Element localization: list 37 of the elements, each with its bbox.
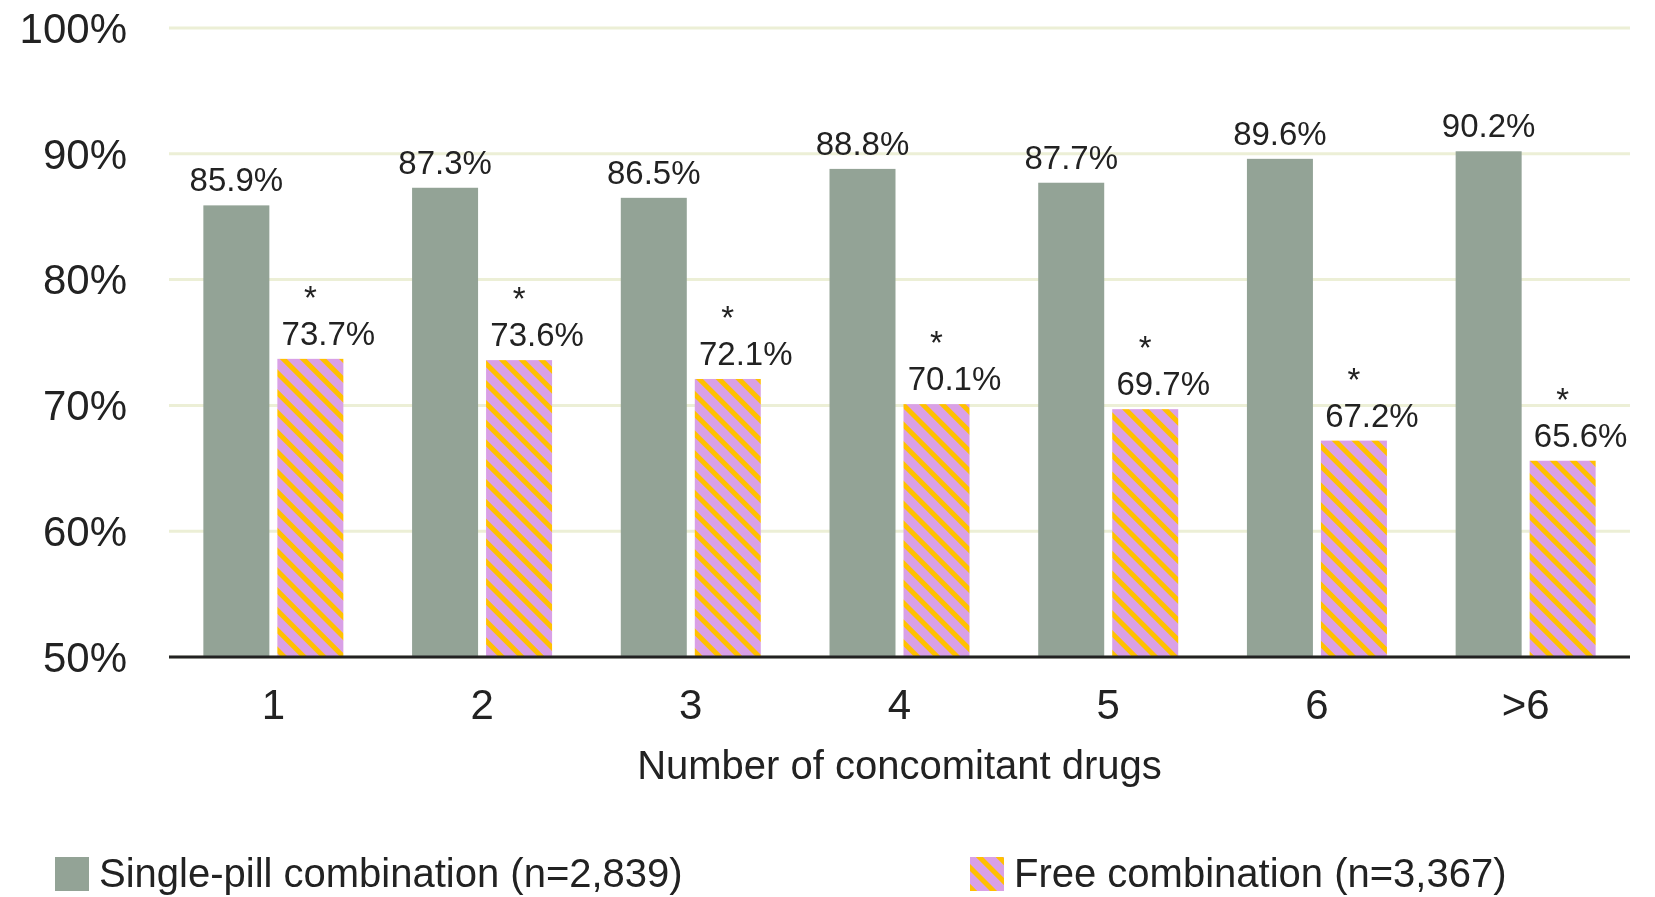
data-label: 85.9% <box>189 161 284 199</box>
data-label: 67.2% <box>1325 396 1419 434</box>
x-tick-label: 3 <box>679 681 703 728</box>
annotation: * <box>512 280 526 318</box>
annotation: * <box>721 298 735 336</box>
legend-label: Free combination (n=3,367) <box>1014 851 1507 895</box>
x-tick-label: 5 <box>1096 681 1120 728</box>
x-tick-label: 6 <box>1305 681 1329 728</box>
annotation: * <box>930 324 944 362</box>
x-tick-label: 1 <box>261 681 286 728</box>
annotation: * <box>303 278 317 316</box>
y-tick-label: 80% <box>42 256 127 304</box>
data-label: 65.6% <box>1533 416 1628 454</box>
y-tick-label: 100% <box>19 4 127 52</box>
data-label: 89.6% <box>1233 114 1327 152</box>
y-tick-label: 50% <box>42 633 127 681</box>
annotation: * <box>1138 329 1152 367</box>
data-label: 90.2% <box>1441 107 1536 145</box>
data-label: 88.8% <box>815 124 910 162</box>
data-label: 87.3% <box>398 143 492 181</box>
data-label: 70.1% <box>907 360 1002 398</box>
annotation: * <box>1556 380 1570 418</box>
y-tick-label: 70% <box>42 382 127 430</box>
annotation: * <box>1347 360 1361 398</box>
legend-label: Single-pill combination (n=2,839) <box>99 851 683 895</box>
data-label: 73.7% <box>281 314 376 352</box>
data-label: 72.1% <box>699 334 793 372</box>
x-tick-label: 2 <box>470 681 494 728</box>
x-axis-title: Number of concomitant drugs <box>637 743 1162 787</box>
x-tick-label: >6 <box>1501 681 1550 728</box>
data-label: 69.7% <box>1116 365 1210 403</box>
data-label: 73.6% <box>490 316 584 354</box>
x-tick-label: 4 <box>887 681 912 728</box>
data-label: 87.7% <box>1024 138 1118 176</box>
y-tick-label: 90% <box>42 130 127 178</box>
data-label: 86.5% <box>607 153 701 191</box>
y-tick-label: 60% <box>42 507 127 555</box>
